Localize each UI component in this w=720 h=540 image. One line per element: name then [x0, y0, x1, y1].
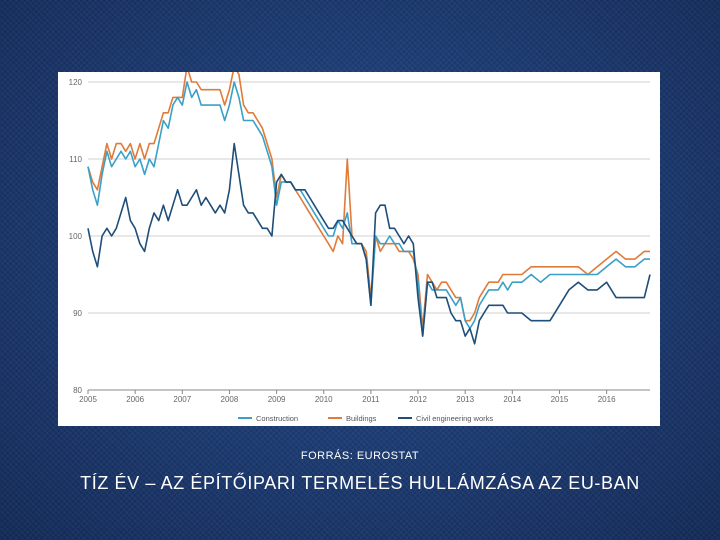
x-tick-label: 2009: [268, 395, 286, 404]
series-line-civil-engineering-works: [87, 142, 651, 345]
x-tick-label: 2006: [126, 395, 144, 404]
x-tick-label: 2016: [598, 395, 616, 404]
legend-label: Construction: [256, 414, 298, 423]
series-line-buildings: [87, 72, 650, 330]
x-tick-label: 2014: [503, 395, 521, 404]
x-tick-label: 2005: [79, 395, 97, 404]
y-tick-label: 110: [69, 155, 82, 164]
legend: Construction Buildings Civil engineering w…: [238, 414, 493, 423]
y-tick-label: 120: [69, 78, 83, 87]
x-tick-label: 2012: [409, 395, 427, 404]
x-tick-label: 2010: [315, 395, 333, 404]
y-tick-label: 90: [73, 309, 82, 318]
legend-label: Civil engineering works: [416, 414, 493, 423]
y-tick-label: 80: [73, 386, 82, 395]
source-caption: FORRÁS: EUROSTAT: [300, 450, 420, 462]
x-tick-label: 2011: [362, 395, 380, 404]
series-lines: [87, 72, 651, 345]
chart-panel: 80 90 100 110 120 2005 2006 2007 2008 2009 2010 20…: [58, 72, 660, 426]
series-line-construction: [87, 81, 650, 337]
x-tick-label: 2007: [173, 395, 191, 404]
legend-label: Buildings: [346, 414, 377, 423]
slide-title: TÍZ ÉV – AZ ÉPÍTŐIPARI TERMELÉS HULLÁMZÁ…: [80, 473, 640, 493]
y-axis-tick-labels: 80 90 100 110 120: [69, 78, 83, 395]
y-tick-label: 100: [69, 232, 83, 241]
x-axis: 2005 2006 2007 2008 2009 2010 2011 2012 2013 2014…: [79, 389, 650, 404]
x-tick-label: 2008: [221, 395, 239, 404]
x-tick-label: 2013: [456, 395, 474, 404]
gridlines: [88, 81, 650, 391]
x-tick-label: 2015: [551, 395, 569, 404]
